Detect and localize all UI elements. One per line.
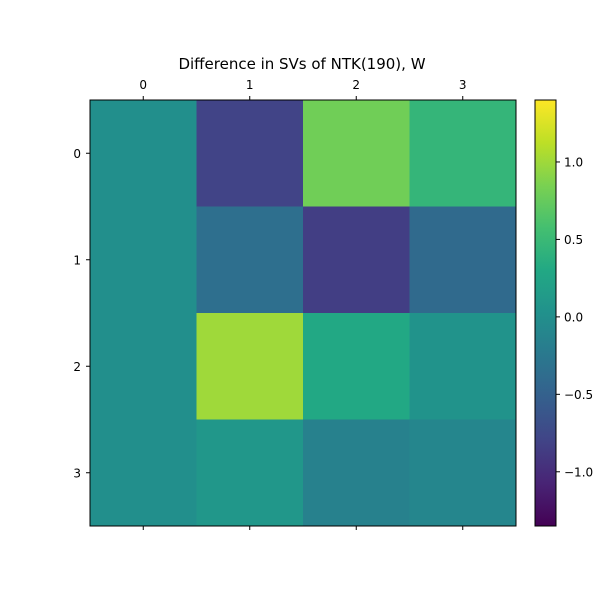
heatmap-cell-r1-c2 bbox=[303, 206, 410, 314]
x-tick-label: 2 bbox=[352, 78, 360, 92]
heatmap-cell-r0-c2 bbox=[303, 100, 410, 207]
heatmap-cell-r3-c2 bbox=[303, 419, 410, 527]
colorbar bbox=[534, 99, 557, 527]
colorbar-tick-label: 1.0 bbox=[564, 155, 583, 169]
x-ticks: 0 1 2 3 bbox=[139, 78, 467, 530]
y-tick-label: 3 bbox=[73, 466, 81, 480]
colorbar-ticks: 1.0 0.5 0.0 −0.5 −1.0 bbox=[556, 155, 593, 479]
heatmap-cells bbox=[90, 100, 517, 527]
heatmap-cell-r0-c1 bbox=[196, 100, 304, 207]
y-tick-label: 0 bbox=[73, 147, 81, 161]
y-tick-label: 1 bbox=[73, 253, 81, 267]
chart-title: Difference in SVs of NTK(190), W bbox=[178, 55, 425, 73]
colorbar-tick-label: 0.5 bbox=[564, 233, 583, 247]
heatmap-cell-r1-c3 bbox=[409, 206, 517, 314]
x-tick-label: 3 bbox=[459, 78, 467, 92]
y-tick-label: 2 bbox=[73, 360, 81, 374]
heatmap-cell-r0-c0 bbox=[90, 100, 197, 207]
heatmap-cell-r2-c1 bbox=[196, 313, 304, 420]
x-tick-label: 1 bbox=[246, 78, 254, 92]
heatmap-cell-r3-c0 bbox=[90, 419, 197, 527]
colorbar-tick-label: −1.0 bbox=[564, 465, 593, 479]
x-tick-label: 0 bbox=[139, 78, 147, 92]
y-ticks: 0 1 2 3 bbox=[73, 147, 90, 480]
heatmap-cell-r2-c3 bbox=[409, 313, 517, 420]
heatmap-cell-r0-c3 bbox=[409, 100, 517, 207]
axes-frame bbox=[89, 99, 517, 527]
colorbar-tick-label: −0.5 bbox=[564, 388, 593, 402]
heatmap-cell-r2-c0 bbox=[90, 313, 197, 420]
heatmap-cell-r1-c1 bbox=[196, 206, 304, 314]
colorbar-tick-label: 0.0 bbox=[564, 310, 583, 324]
heatmap-cell-r1-c0 bbox=[90, 206, 197, 314]
heatmap-cell-r3-c3 bbox=[409, 419, 517, 527]
heatmap-cell-r3-c1 bbox=[196, 419, 304, 527]
heatmap-cell-r2-c2 bbox=[303, 313, 410, 420]
